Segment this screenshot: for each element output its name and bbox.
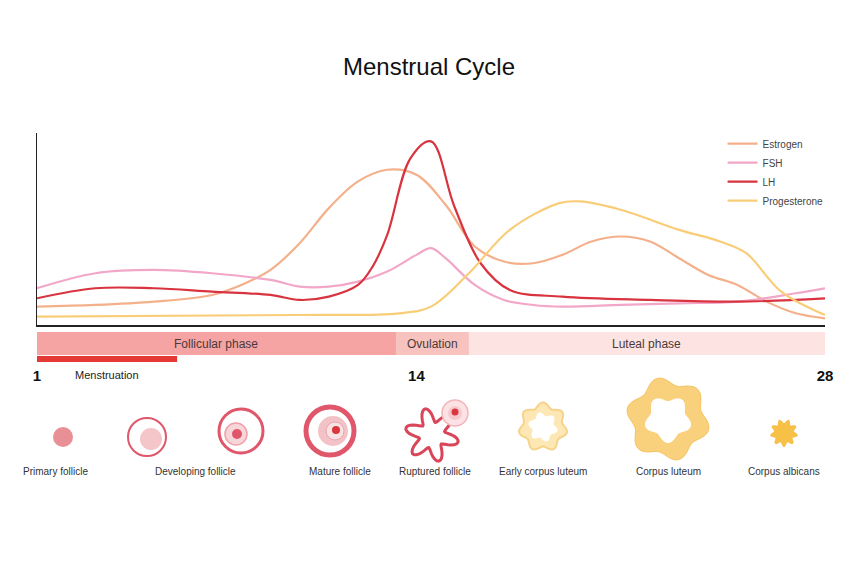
svg-text:14: 14 <box>408 367 425 384</box>
svg-text:Ovulation: Ovulation <box>407 337 458 351</box>
svg-text:Ruptured follicle: Ruptured follicle <box>399 466 471 477</box>
svg-text:Primary follicle: Primary follicle <box>23 466 88 477</box>
svg-text:Menstruation: Menstruation <box>75 369 139 381</box>
svg-text:FSH: FSH <box>763 158 783 169</box>
svg-text:Estrogen: Estrogen <box>763 139 803 150</box>
svg-text:Progesterone: Progesterone <box>763 196 823 207</box>
svg-text:Developing follicle: Developing follicle <box>155 466 236 477</box>
svg-text:Corpus albicans: Corpus albicans <box>748 466 820 477</box>
svg-text:28: 28 <box>817 367 834 384</box>
svg-text:Follicular phase: Follicular phase <box>174 337 258 351</box>
svg-text:1: 1 <box>33 367 41 384</box>
svg-text:LH: LH <box>763 177 776 188</box>
svg-text:Luteal phase: Luteal phase <box>612 337 681 351</box>
svg-text:Menstrual Cycle: Menstrual Cycle <box>343 53 515 80</box>
svg-text:Early corpus luteum: Early corpus luteum <box>499 466 587 477</box>
svg-text:Mature follicle: Mature follicle <box>309 466 371 477</box>
svg-text:Corpus luteum: Corpus luteum <box>636 466 701 477</box>
